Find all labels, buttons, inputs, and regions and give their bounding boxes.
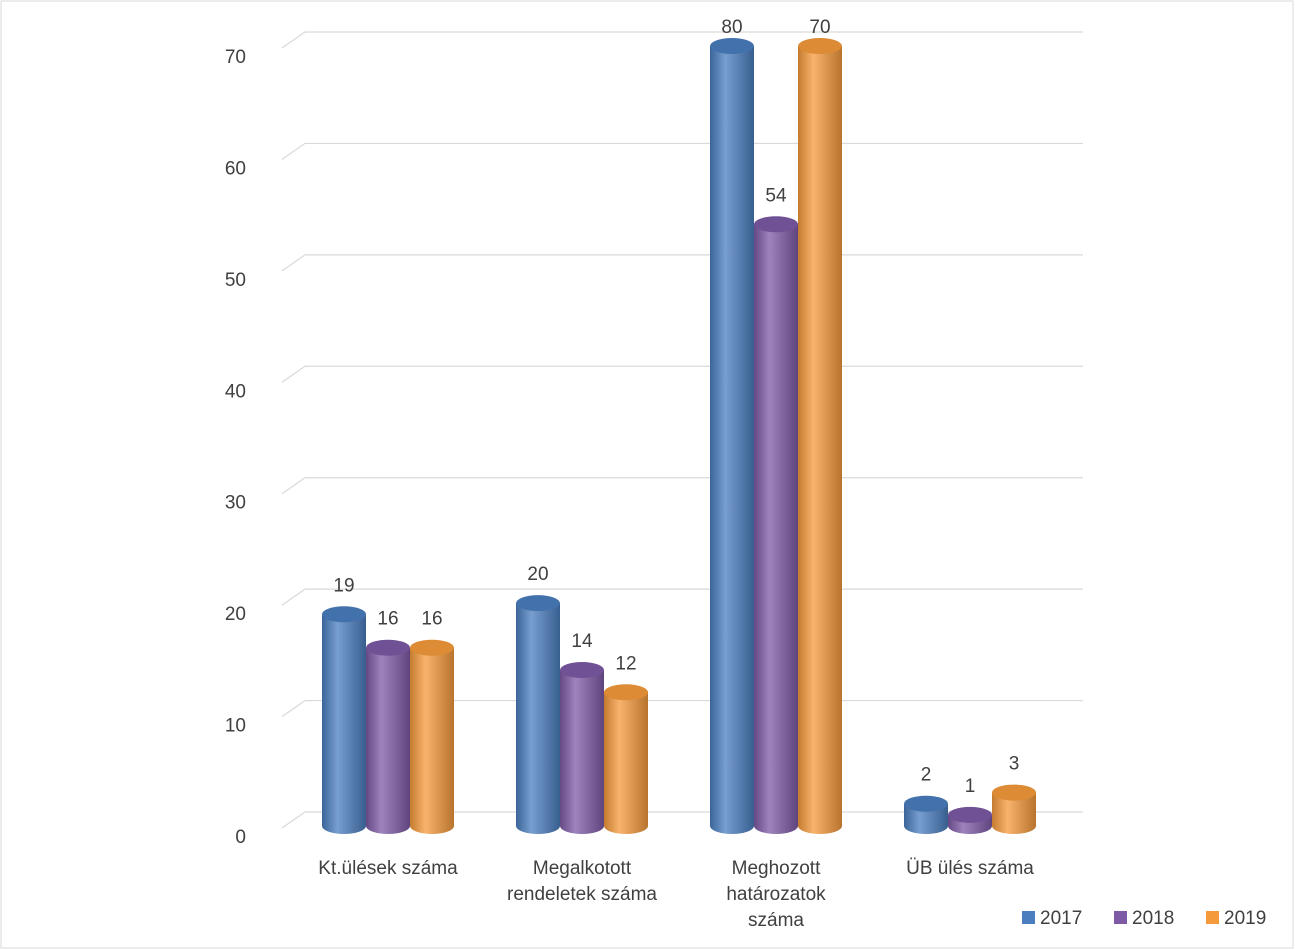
bar: [754, 224, 798, 835]
data-label: 14: [571, 631, 593, 652]
legend-label: 2017: [1040, 908, 1082, 929]
bar-top: [604, 684, 648, 701]
y-tick-label: 40: [225, 381, 246, 402]
bar-top: [516, 595, 560, 612]
y-tick-label: 30: [225, 493, 246, 514]
data-label: 2: [921, 765, 932, 786]
data-label: 19: [333, 575, 354, 596]
grid-line: [281, 254, 1083, 272]
bar: [516, 603, 560, 834]
bar-top: [992, 784, 1036, 801]
grid-line: [281, 588, 1083, 606]
data-label: 3: [1009, 754, 1020, 775]
data-label: 80: [721, 17, 742, 38]
y-tick-label: 20: [225, 604, 246, 625]
data-label: 54: [765, 185, 787, 206]
legend-swatch: [1114, 911, 1127, 924]
grid-line: [281, 142, 1083, 160]
legend-swatch: [1206, 911, 1219, 924]
bar-top: [710, 38, 754, 54]
bar-top: [366, 639, 410, 656]
bar-top: [322, 606, 366, 623]
x-tick-label: ÜB ülés száma: [906, 858, 1034, 879]
grid-line: [281, 31, 1083, 49]
y-tick-label: 10: [225, 716, 246, 737]
data-label: 16: [421, 609, 442, 630]
bar-top: [904, 795, 948, 812]
data-label: 20: [527, 564, 548, 585]
bar: [604, 692, 648, 834]
bar-top: [948, 806, 992, 823]
bar: [992, 792, 1036, 834]
grid-line: [281, 365, 1083, 383]
legend-label: 2019: [1224, 908, 1266, 929]
bar: [904, 803, 948, 834]
bar-top: [560, 662, 604, 678]
bar-top: [754, 216, 798, 233]
y-tick-label: 60: [225, 158, 246, 179]
bar: [710, 46, 754, 834]
data-label: 12: [615, 653, 636, 674]
x-tick-label: Meghozott határozatok száma: [726, 858, 826, 931]
legend-swatch: [1022, 911, 1035, 924]
y-tick-label: 70: [225, 47, 246, 68]
grid-line: [281, 477, 1083, 495]
legend-label: 2018: [1132, 908, 1174, 929]
data-label: 1: [965, 776, 976, 797]
bar: [366, 647, 410, 834]
x-tick-label: Megalkotott rendeletek száma: [507, 858, 657, 905]
data-label: 70: [809, 17, 830, 38]
x-tick-label: Kt.ülések száma: [318, 858, 458, 879]
y-tick-label: 0: [235, 827, 246, 848]
y-tick-label: 50: [225, 270, 246, 291]
bar: [798, 46, 842, 834]
bar: [410, 647, 454, 834]
bar: [322, 614, 366, 834]
bar-top: [798, 38, 842, 54]
bar-top: [410, 639, 454, 656]
data-label: 16: [377, 609, 398, 630]
bar: [560, 670, 604, 834]
